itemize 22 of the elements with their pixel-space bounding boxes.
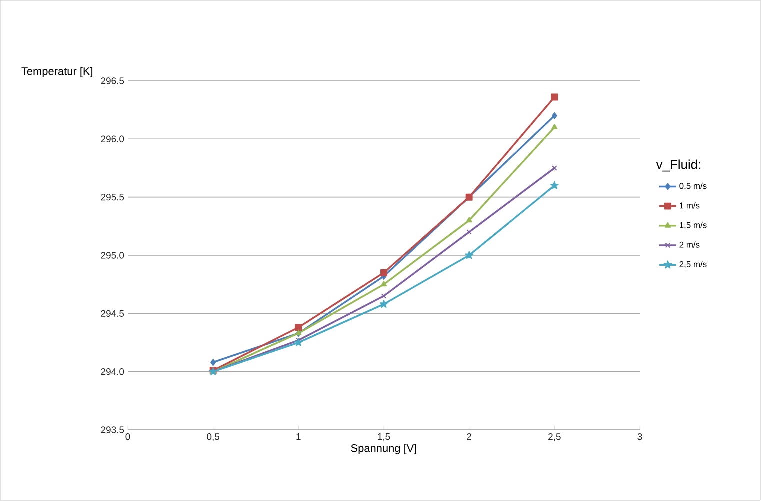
y-tick-label: 296.0 (101, 136, 124, 143)
legend-label: 2 m/s (680, 242, 700, 248)
y-tick-label: 295.5 (101, 194, 124, 201)
x-tick-label: 0,5 (207, 434, 220, 442)
y-tick-label: 293.5 (101, 426, 124, 434)
y-tick-label: 295.0 (101, 252, 124, 259)
legend-label: 2,5 m/s (680, 261, 707, 268)
x-tick-label: 2 (467, 434, 472, 440)
y-axis-title: Temperatur [K] (22, 67, 93, 78)
legend-label: 1,5 m/s (680, 222, 707, 230)
x-tick-label: 0 (126, 434, 130, 440)
x-tick-label: 1 (296, 434, 301, 440)
x-tick-label: 2,5 (548, 434, 561, 442)
y-tick-label: 296.5 (101, 78, 124, 84)
legend-label: 0,5 m/s (680, 182, 707, 190)
y-tick-label: 294.0 (101, 368, 124, 376)
y-tick-label: 294.5 (101, 310, 124, 318)
legend-label: 1 m/s (680, 202, 700, 209)
x-tick-label: 1,5 (378, 434, 390, 442)
x-tick-label: 3 (638, 434, 642, 440)
legend-title: v_Fluid: (656, 160, 700, 172)
x-axis-title: Spannung [V] (351, 444, 416, 454)
